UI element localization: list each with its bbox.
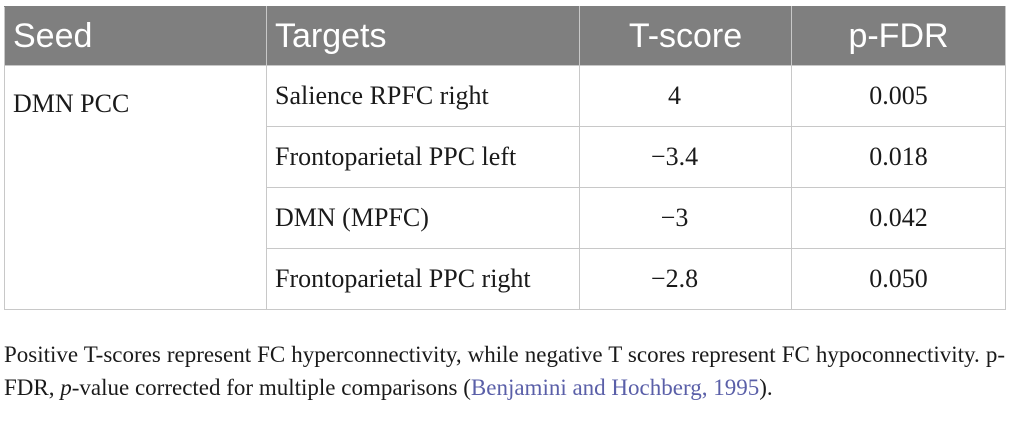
table-body: DMN PCC Salience RPFC right 4 0.005 Fron… <box>4 65 1006 310</box>
table-row: Frontoparietal PPC left −3.4 0.018 <box>5 126 1006 188</box>
table-row: DMN PCC Salience RPFC right 4 0.005 <box>4 65 1006 310</box>
table-header: Seed Targets T-score p-FDR <box>4 6 1006 66</box>
footnote-text-part1: Positive T-scores represent FC hyperconn… <box>4 342 1005 401</box>
footnote-p-italic: p <box>60 375 72 401</box>
pfdr-cell: 0.018 <box>791 126 1006 188</box>
results-table-container: Seed Targets T-score p-FDR DMN PCC Salie… <box>4 6 1006 310</box>
header-seed: Seed <box>4 6 267 66</box>
tscore-cell: −3 <box>579 187 792 249</box>
header-targets: Targets <box>266 6 580 66</box>
table-footnote: Positive T-scores represent FC hyperconn… <box>4 338 1005 405</box>
seed-cell: DMN PCC <box>4 65 267 310</box>
citation-link[interactable]: Benjamini and Hochberg, 1995 <box>470 375 760 401</box>
footnote-text-part2: -value corrected for multiple comparison… <box>71 375 471 401</box>
header-row: Seed Targets T-score p-FDR <box>4 6 1006 66</box>
results-table: Seed Targets T-score p-FDR DMN PCC Salie… <box>4 6 1006 310</box>
pfdr-cell: 0.050 <box>791 248 1006 310</box>
tscore-cell: 4 <box>579 65 792 127</box>
pfdr-cell: 0.042 <box>791 187 1006 249</box>
target-cell: Frontoparietal PPC left <box>266 126 580 188</box>
target-cell: DMN (MPFC) <box>266 187 580 249</box>
tscore-cell: −2.8 <box>579 248 792 310</box>
target-cell: Salience RPFC right <box>266 65 580 127</box>
header-pfdr: p-FDR <box>791 6 1006 66</box>
table-row: Frontoparietal PPC right −2.8 0.050 <box>5 248 1006 310</box>
target-cell: Frontoparietal PPC right <box>266 248 580 310</box>
footnote-text-part3: ). <box>759 375 773 401</box>
tscore-cell: −3.4 <box>579 126 792 188</box>
header-tscore: T-score <box>579 6 792 66</box>
pfdr-cell: 0.005 <box>791 65 1006 127</box>
